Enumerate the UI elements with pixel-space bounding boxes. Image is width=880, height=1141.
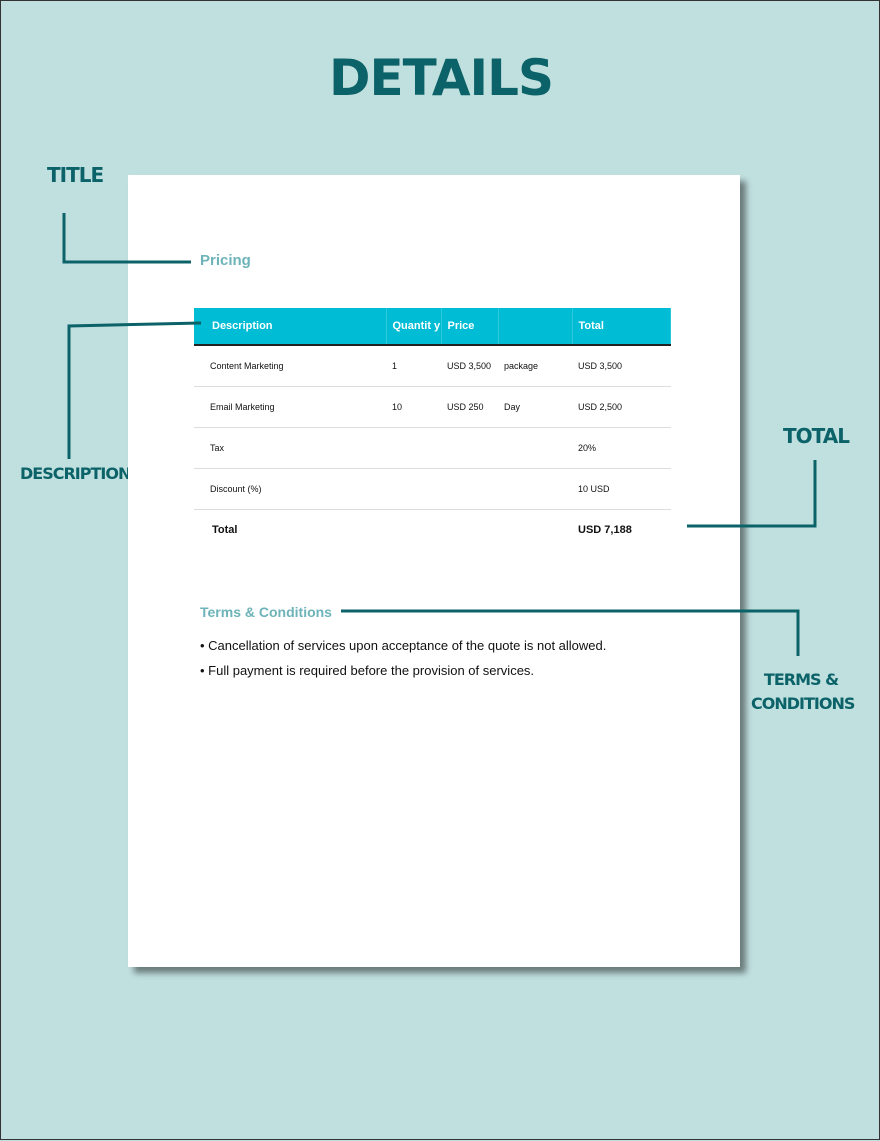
terms-title: Terms & Conditions	[200, 604, 332, 620]
cell	[386, 468, 441, 510]
callout-terms-line2: CONDITIONS	[751, 694, 855, 713]
table-header-row: Description Quantit y Price Total	[194, 308, 671, 346]
cell: Discount (%)	[194, 468, 386, 510]
cell: Tax	[194, 427, 386, 469]
cell: USD 3,500	[441, 345, 498, 387]
total-value: USD 7,188	[578, 523, 632, 536]
cell	[498, 468, 572, 510]
callout-terms-line1: TERMS &	[763, 670, 839, 689]
terms-item: • Full payment is required before the pr…	[200, 663, 535, 678]
table-row: Discount (%) 10 USD	[194, 468, 671, 510]
pricing-table: Description Quantit y Price Total Conten…	[194, 308, 671, 550]
document-page	[128, 175, 740, 967]
table-row: Email Marketing 10 USD 250 Day USD 2,500	[194, 386, 671, 428]
cell: package	[498, 345, 572, 387]
cell	[441, 468, 498, 510]
cell	[441, 427, 498, 469]
table-row: Content Marketing 1 USD 3,500 package USD 3,…	[194, 345, 671, 387]
header-description: Description	[194, 308, 387, 346]
cell	[386, 427, 441, 469]
callout-description: DESCRIPTION	[20, 464, 131, 483]
table-row: Tax 20%	[194, 427, 671, 469]
cell: 10 USD	[572, 468, 671, 510]
cell: 1	[386, 345, 441, 387]
total-row: Total USD 7,188	[194, 509, 671, 550]
callout-total: TOTAL	[783, 424, 850, 448]
terms-item: • Cancellation of services upon acceptan…	[200, 638, 607, 653]
page-heading: DETAILS	[328, 49, 554, 107]
cell: Content Marketing	[194, 345, 386, 387]
header-price: Price	[441, 308, 499, 346]
cell: Day	[498, 386, 572, 428]
cell	[498, 427, 572, 469]
cell: USD 3,500	[572, 345, 671, 387]
total-label: Total	[212, 523, 238, 536]
callout-terms: TERMS & CONDITIONS	[751, 668, 855, 716]
cell: USD 2,500	[572, 386, 671, 428]
header-unit	[498, 308, 573, 346]
header-total: Total	[572, 308, 671, 346]
cell: 20%	[572, 427, 671, 469]
cell: 10	[386, 386, 441, 428]
cell: Email Marketing	[194, 386, 386, 428]
callout-title: TITLE	[47, 163, 104, 187]
pricing-title: Pricing	[200, 252, 251, 269]
cell: USD 250	[441, 386, 498, 428]
header-quantity: Quantit y	[386, 308, 442, 346]
